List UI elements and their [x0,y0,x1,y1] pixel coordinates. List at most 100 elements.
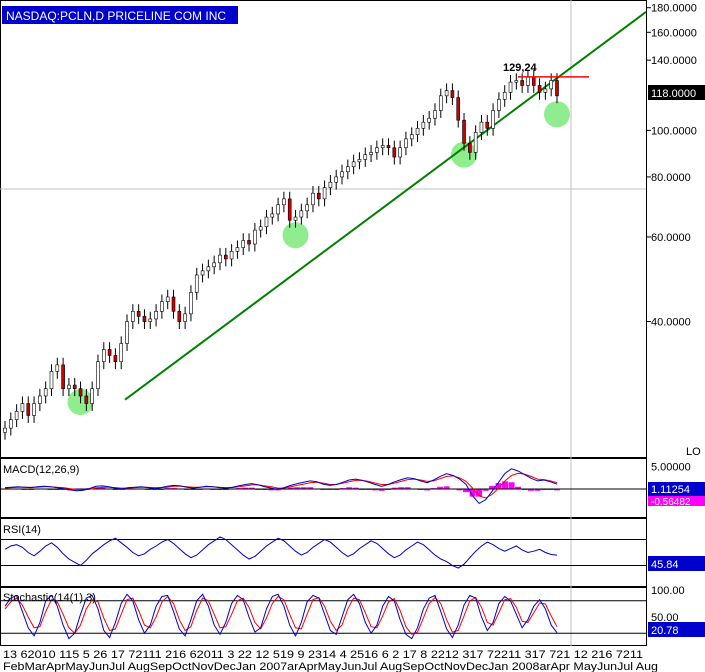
candle-19 [113,348,118,370]
candle-66 [386,138,391,156]
candle-69 [404,131,408,156]
candle-83 [485,115,490,136]
candle-52 [305,197,309,219]
macd-hist-57 [372,489,379,491]
candle-body-33 [194,274,199,293]
candle-86 [502,85,507,107]
candle-body-38 [224,254,228,260]
candle-60 [351,154,356,175]
stochastic-value-label: 20.78 [651,625,679,637]
candle-body-59 [346,166,350,173]
candle-body-39 [229,251,234,260]
macd-hist-15 [99,487,106,489]
macd-hist-54 [352,487,359,489]
candle-body-34 [200,270,205,276]
candle-95 [555,73,559,104]
candle-31 [183,306,187,329]
candle-30 [177,304,182,329]
candle-body-32 [189,292,193,315]
stochastic-value-box [648,622,705,637]
candle-58 [340,164,344,185]
candle-body-67 [392,147,397,158]
candle-body-65 [380,145,385,149]
rsi-panel-frame [0,518,647,587]
signal-value-box [648,496,705,506]
candle-body-73 [427,117,431,123]
macd-hist-71 [463,489,470,493]
candle-57 [334,169,339,190]
rsi-line [4,536,558,569]
candle-body-9 [55,364,60,372]
candle-body-62 [363,154,368,160]
candle-92 [537,78,542,100]
axis-layer: 180.0000 160.0000 140.0000 100.0000 80.0000 6… [646,3,697,624]
price-tick-label-1: 160.0000 [651,27,697,39]
candle-11 [67,377,71,397]
x-month-labels: FebMarAprMayJunJul AugSepOctNovDecJan 20… [3,661,658,672]
macd-hist-76 [495,483,502,489]
candle-12 [72,377,77,397]
candle-38 [224,247,228,267]
candle-4 [26,396,31,423]
candle-71 [415,121,420,143]
macd-hist-65 [424,489,431,491]
macd-hist-85 [554,489,560,491]
macd-hist-41 [268,489,275,491]
candle-59 [346,159,350,180]
candle-body-49 [287,198,292,221]
candle-14 [84,388,89,411]
candle-68 [398,140,402,165]
signal-value-label: -0.56482 [651,497,691,508]
candle-body-45 [264,216,269,228]
candle-body-79 [462,119,466,144]
macd-hist-67 [437,486,444,489]
candle-45 [264,209,269,235]
candle-34 [200,263,205,283]
candle-39 [229,244,234,267]
macd-title: MACD(12,26,9) [3,464,79,476]
candle-21 [125,314,129,351]
candle-body-54 [316,192,321,200]
candle-body-48 [282,198,286,206]
candle-84 [491,103,495,136]
candle-body-44 [258,226,263,231]
candle-41 [241,233,246,256]
candle-1 [9,412,13,436]
candle-93 [543,81,548,100]
candle-56 [328,175,333,196]
support-point-1 [282,222,309,249]
candle-body-55 [322,187,327,200]
price-tick-label-2: 140.0000 [651,55,697,67]
stochastic-title: Stochastic(14(1),3) [3,592,96,604]
candle-body-0 [3,427,7,433]
price-layer: 129,24 [3,11,647,440]
candle-body-92 [537,85,542,93]
candle-24 [142,309,147,329]
stoch-tick-label-0: 100.00 [651,585,685,597]
candle-33 [194,267,199,300]
candle-0 [3,420,7,440]
candle-85 [497,92,501,118]
candle-55 [322,180,327,207]
candle-body-57 [334,176,339,183]
candle-body-26 [154,311,158,320]
candle-body-2 [14,411,19,420]
candle-body-66 [386,145,391,149]
candle-body-40 [235,247,240,252]
candle-70 [409,127,414,147]
macd-value-box [648,482,705,496]
candle-15 [90,381,94,411]
candle-body-89 [520,80,524,86]
macd-panel-frame [0,458,647,518]
candle-8 [49,364,54,397]
candle-body-88 [514,80,519,83]
stoch-tick-label-1: 50.00 [651,612,679,624]
candle-body-84 [491,110,495,129]
candle-64 [375,140,379,160]
macd-hist-44 [287,487,294,489]
macd-value-label: 1.11254 [651,484,690,496]
macd-hist-68 [443,486,450,489]
candle-47 [276,197,280,222]
candle-82 [479,115,484,140]
